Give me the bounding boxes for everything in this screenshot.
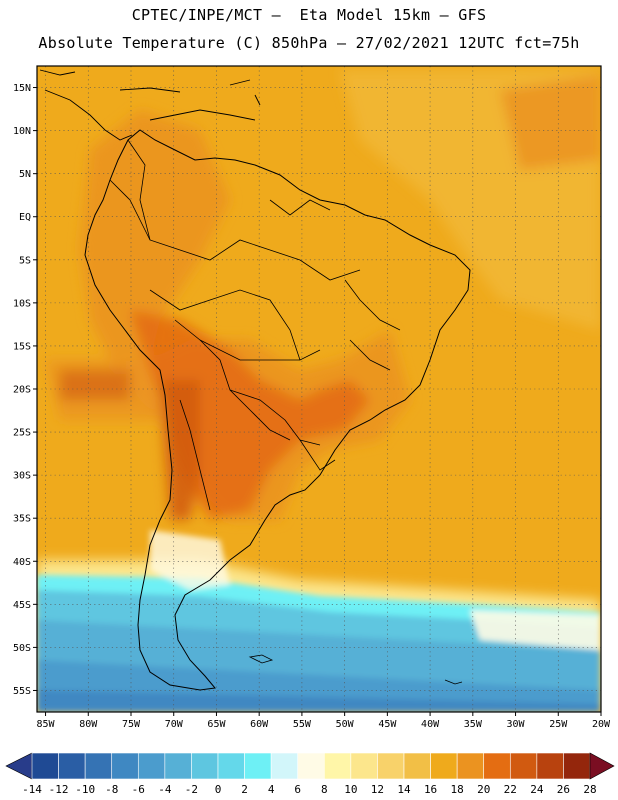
colorbar-swatch	[456, 752, 485, 780]
colorbar-tick-label: 18	[451, 783, 464, 796]
lat-tick-label: 5N	[19, 169, 31, 180]
lon-tick-label: 65W	[207, 719, 226, 730]
lon-tick-label: 25W	[549, 719, 568, 730]
colorbar-tick-label: 16	[424, 783, 437, 796]
colorbar-swatch	[297, 752, 325, 780]
colorbar-tick-label: -12	[49, 783, 69, 796]
lat-tick-label: 45S	[13, 600, 31, 611]
colorbar-tick-label: 4	[268, 783, 275, 796]
colorbar-swatch	[137, 752, 166, 780]
colorbar-tick-label: 24	[530, 783, 544, 796]
colorbar-swatch	[430, 752, 458, 780]
coastline	[84, 129, 471, 691]
lon-tick-label: 75W	[122, 719, 141, 730]
colorbar-tick-label: -14	[22, 783, 42, 796]
lat-tick-label: 5S	[19, 255, 31, 266]
colorbar-swatch	[270, 752, 299, 780]
colorbar-tick-label: 10	[344, 783, 357, 796]
colorbar-tick-label: 22	[504, 783, 517, 796]
colorbar-swatch	[217, 752, 245, 780]
colorbar-swatch	[84, 752, 113, 780]
colorbar-tick-label: 8	[321, 783, 328, 796]
colorbar-swatch	[191, 752, 219, 780]
colorbar-swatch	[111, 752, 139, 780]
temperature-field	[37, 66, 601, 712]
lat-tick-label: 10S	[13, 298, 31, 309]
colorbar	[5, 752, 615, 780]
lon-tick-label: 45W	[378, 719, 397, 730]
lat-tick-label: 50S	[13, 643, 31, 654]
lon-tick-label: 70W	[165, 719, 184, 730]
longitude-labels: 85W 80W 75W 70W 65W 60W 55W 50W 45W 40W 35W 30W 25W 2…	[37, 719, 611, 730]
colorbar-swatch	[536, 752, 564, 780]
colorbar-tick-label: -10	[75, 783, 95, 796]
lon-tick-label: 30W	[507, 719, 526, 730]
lon-tick-label: 85W	[37, 719, 56, 730]
colorbar-tick-label: 2	[241, 783, 248, 796]
colorbar-swatch	[164, 752, 192, 780]
colorbar-labels: -14 -12 -10 -8 -6 -4 -2 0 2 4 6 8 10 12 14 16 18 20 22 24 26…	[22, 783, 597, 796]
colorbar-swatch	[509, 752, 538, 780]
lon-tick-label: 80W	[79, 719, 98, 730]
lat-tick-label: 15S	[13, 341, 31, 352]
lat-tick-label: EQ	[19, 212, 31, 223]
lat-tick-label: 55S	[13, 686, 31, 697]
lon-tick-label: 55W	[293, 719, 312, 730]
colorbar-swatch	[58, 752, 86, 780]
lat-tick-label: 15N	[13, 83, 31, 94]
lon-tick-label: 20W	[592, 719, 611, 730]
lat-tick-label: 10N	[13, 126, 31, 137]
colorbar-tick-label: 6	[294, 783, 301, 796]
colorbar-swatch	[377, 752, 405, 780]
colorbar-swatch	[244, 752, 272, 780]
colorbar-tick-label: 20	[477, 783, 490, 796]
colorbar-tick-label: 0	[215, 783, 222, 796]
colorbar-swatch	[350, 752, 378, 780]
lon-tick-label: 50W	[336, 719, 355, 730]
lat-tick-label: 40S	[13, 557, 31, 568]
latitude-labels: 15N 10N 5N EQ 5S 10S 15S 20S 25S 30S 35S 40S 45S 50S 5…	[13, 83, 31, 697]
lat-tick-label: 30S	[13, 471, 31, 482]
lon-tick-label: 40W	[421, 719, 440, 730]
colorbar-tick-label: -4	[158, 783, 172, 796]
lat-tick-label: 35S	[13, 514, 31, 525]
colorbar-over-arrow	[589, 752, 615, 780]
colorbar-tick-label: -6	[132, 783, 145, 796]
colorbar-tick-label: -8	[105, 783, 118, 796]
lat-tick-label: 25S	[13, 428, 31, 439]
colorbar-swatch	[563, 752, 591, 780]
lon-tick-label: 35W	[464, 719, 483, 730]
colorbar-under-arrow	[5, 752, 33, 780]
graticule	[37, 66, 601, 712]
colorbar-swatch	[31, 752, 59, 780]
colorbar-swatch	[483, 752, 511, 780]
colorbar-tick-label: 26	[557, 783, 570, 796]
map-subtitle: Absolute Temperature (C) 850hPa – 27/02/…	[38, 34, 580, 52]
lat-tick-label: 20S	[13, 385, 31, 396]
colorbar-tick-label: 12	[371, 783, 384, 796]
colorbar-tick-label: 14	[397, 783, 411, 796]
lon-tick-label: 60W	[250, 719, 269, 730]
colorbar-swatch	[323, 752, 352, 780]
colorbar-tick-label: 28	[583, 783, 596, 796]
colorbar-tick-label: -2	[185, 783, 198, 796]
map-title: CPTEC/INPE/MCT – Eta Model 15km – GFS	[131, 6, 487, 24]
colorbar-swatch	[403, 752, 431, 780]
